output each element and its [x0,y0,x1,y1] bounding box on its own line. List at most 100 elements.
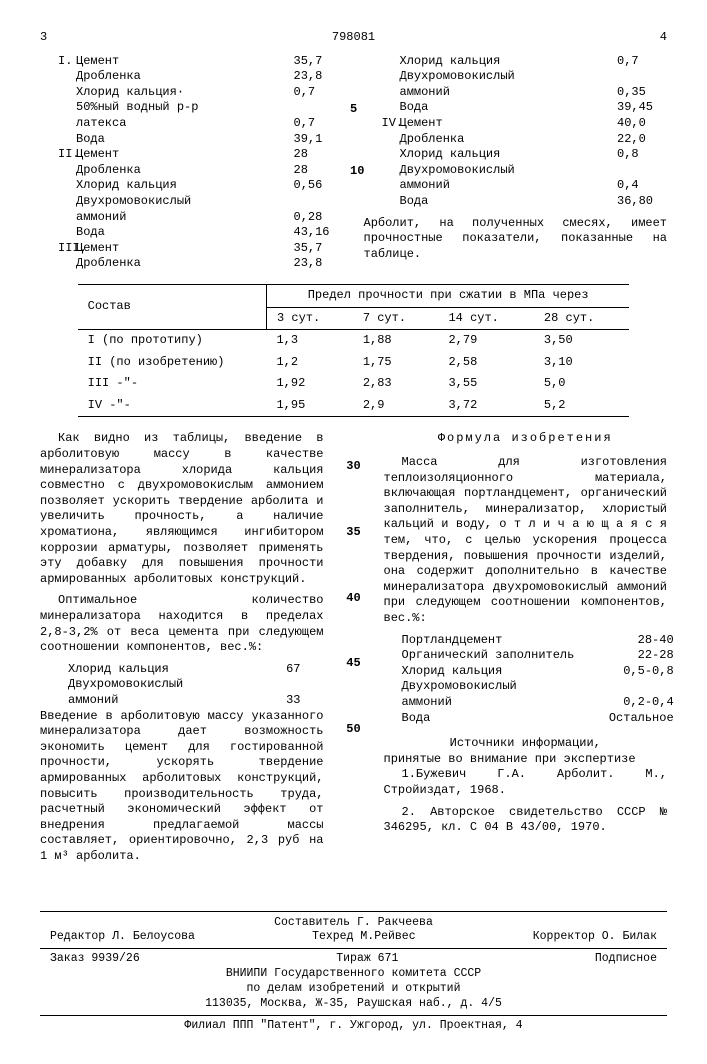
footer: Составитель Г. Ракчеева Редактор Л. Бело… [40,911,667,1035]
ingredient-row: III.Цемент35,7 [40,241,344,257]
cell-value: 2,9 [353,395,439,417]
ratio-row: Двухромовокислый [40,677,300,693]
ingredient-row: Хлорид кальция0,8 [364,147,668,163]
body-right: Формула изобретения Масса для изготовлен… [384,431,668,870]
ingredient-row: Двухромовокислый [364,69,668,85]
ft-r2a: Редактор Л. Белоусова [50,930,195,945]
ingredient-row: Хлорид кальция0,56 [40,178,344,194]
left-p2: Оптимальное количество минерализатора на… [40,593,324,655]
cell-value: 2,58 [438,352,533,374]
ln50: 50 [344,722,364,738]
page-header: 3 798081 4 [40,30,667,46]
ingredient-row: Вода39,1 [40,132,344,148]
center-line-numbers: 30 35 40 45 50 [344,431,364,870]
ingredients-left: I.Цемент35,7Дробленка23,8Хлорид кальция·… [40,54,344,272]
ingredient-row: Дробленка23,8 [40,256,344,272]
arbolit-note: Арболит, на полученных смесях, имеет про… [364,216,668,263]
sources-title: Источники информации, [384,736,668,752]
ingredients-right: Хлорид кальция0,7Двухромовокислыйаммоний… [364,54,668,210]
cell-value: 1,2 [266,352,352,374]
ingredient-row: IV.Цемент40,0 [364,116,668,132]
page-left: 3 [40,30,47,46]
left-p1: Как видно из таблицы, введение в арболит… [40,431,324,587]
ingredients-block: I.Цемент35,7Дробленка23,8Хлорид кальция·… [40,54,667,272]
cell-value: 2,83 [353,373,439,395]
ft-r3a: Заказ 9939/26 [50,952,140,967]
body-columns: Как видно из таблицы, введение в арболит… [40,431,667,870]
doc-number: 798081 [47,30,660,46]
cell-composition: IV -"- [78,395,267,417]
cell-value: 5,0 [534,373,629,395]
ingredient-row: 50%ный водный р-р [40,100,344,116]
cell-value: 2,79 [438,330,533,352]
ingredient-row: Дробленка28 [40,163,344,179]
right-p1: Масса для изготовления теплоизоляционног… [384,455,668,627]
ratio-row: аммоний33 [40,693,300,709]
left-p3: Введение в арболитовую массу указанного … [40,709,324,865]
component-list: Портландцемент28-40Органический заполнит… [384,633,668,727]
ft-r1b: Составитель Г. Ракчеева [274,916,433,931]
cell-value: 1,75 [353,352,439,374]
ln40: 40 [344,591,364,607]
ratio-row: Хлорид кальция67 [40,662,300,678]
th-day: 3 сут. [266,307,352,330]
cell-value: 3,10 [534,352,629,374]
ingredient-row: аммоний0,35 [364,85,668,101]
ft-r3b: Тираж 671 [336,952,398,967]
ingredient-row: Вода36,80 [364,194,668,210]
source-2: 2. Авторское свидетельство СССР № 346295… [384,805,668,836]
cell-value: 3,72 [438,395,533,417]
cell-value: 1,88 [353,330,439,352]
ft-l4: Филиал ППП "Патент", г. Ужгород, ул. Про… [40,1015,667,1034]
ln45: 45 [344,656,364,672]
ft-l2: по делам изобретений и открытий [40,982,667,997]
line-num-5: 5 [350,102,357,118]
component-row: Портландцемент28-40 [384,633,674,649]
table-row: IV -"-1,952,93,725,2 [78,395,630,417]
th-composition: Состав [78,284,267,329]
component-row: Органический заполнитель22-28 [384,648,674,664]
component-row: ВодаОстальное [384,711,674,727]
ingredient-row: Хлорид кальция·0,7 [40,85,344,101]
body-left: Как видно из таблицы, введение в арболит… [40,431,324,870]
cell-value: 3,55 [438,373,533,395]
th-day: 28 сут. [534,307,629,330]
ingredients-right-wrap: Хлорид кальция0,7Двухромовокислыйаммоний… [364,54,668,272]
table-row: I (по прототипу)1,31,882,793,50 [78,330,630,352]
th-day: 7 сут. [353,307,439,330]
cell-composition: II (по изобретению) [78,352,267,374]
component-row: аммоний0,2-0,4 [384,695,674,711]
mineralizer-ratio: Хлорид кальция67Двухромовокислыйаммоний3… [40,662,324,709]
cell-composition: I (по прототипу) [78,330,267,352]
ingredient-row: II.Цемент28 [40,147,344,163]
th-day: 14 сут. [438,307,533,330]
component-row: Двухромовокислый [384,679,674,695]
table-row: III -"-1,922,833,555,0 [78,373,630,395]
component-row: Хлорид кальция0,5-0,8 [384,664,674,680]
ingredient-row: Дробленка22,0 [364,132,668,148]
ingredient-row: Двухромовокислый [364,163,668,179]
ln35: 35 [344,525,364,541]
page-right: 4 [660,30,667,46]
ln30: 30 [344,459,364,475]
table-row: II (по изобретению)1,21,752,583,10 [78,352,630,374]
cell-value: 3,50 [534,330,629,352]
ft-r3c: Подписное [595,952,657,967]
ft-r2b: Техред М.Рейвес [312,930,416,945]
cell-composition: III -"- [78,373,267,395]
line-num-10: 10 [350,164,364,180]
ft-r2c: Корректор О. Билак [533,930,657,945]
sources-sub: принятые во внимание при экспертизе [384,752,668,768]
ingredient-row: Вода43,16 [40,225,344,241]
cell-value: 1,3 [266,330,352,352]
ingredient-row: латекса0,7 [40,116,344,132]
cell-value: 5,2 [534,395,629,417]
ingredient-row: Хлорид кальция0,7 [364,54,668,70]
cell-value: 1,95 [266,395,352,417]
source-1: 1.Бужевич Г.А. Арболит. М., Стройиздат, … [384,767,668,798]
ingredient-row: Дробленка23,8 [40,69,344,85]
ingredient-row: Двухромовокислый [40,194,344,210]
strength-table: Состав Предел прочности при сжатии в МПа… [78,284,630,418]
ingredient-row: аммоний0,28 [40,210,344,226]
cell-value: 1,92 [266,373,352,395]
